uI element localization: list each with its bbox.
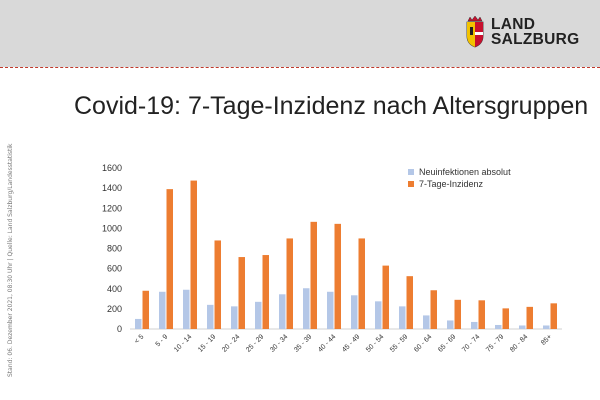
x-tick-label: 25 - 29 bbox=[245, 333, 265, 353]
logo-text: LAND SALZBURG bbox=[491, 16, 580, 48]
x-tick-label: 15 - 19 bbox=[197, 333, 217, 353]
bar-inzidenz bbox=[382, 265, 389, 329]
x-tick-label: 5 - 9 bbox=[155, 333, 170, 348]
bar-absolut bbox=[159, 291, 166, 329]
legend-swatch-absolut bbox=[408, 169, 414, 175]
x-tick-label: 60 - 64 bbox=[413, 333, 433, 353]
legend-label-absolut: Neuinfektionen absolut bbox=[419, 167, 511, 177]
bar-absolut bbox=[231, 306, 238, 329]
land-salzburg-logo[interactable]: LAND SALZBURG bbox=[464, 15, 580, 49]
bar-absolut bbox=[327, 291, 334, 329]
bar-absolut bbox=[447, 320, 454, 329]
bar-absolut bbox=[207, 304, 214, 329]
bar-absolut bbox=[399, 306, 406, 329]
bar-inzidenz bbox=[334, 223, 341, 329]
x-tick-label: < 5 bbox=[133, 333, 145, 345]
logo-line-2: SALZBURG bbox=[491, 31, 580, 48]
bar-inzidenz bbox=[454, 299, 461, 329]
x-tick-label: 10 - 14 bbox=[173, 333, 193, 353]
bar-inzidenz bbox=[406, 276, 413, 329]
bar-inzidenz bbox=[142, 290, 149, 329]
bar-absolut bbox=[183, 289, 190, 329]
y-tick-label: 0 bbox=[117, 324, 122, 334]
bar-absolut bbox=[495, 324, 502, 329]
bar-absolut bbox=[543, 325, 550, 329]
bar-absolut bbox=[375, 301, 382, 329]
bar-inzidenz bbox=[430, 290, 437, 329]
y-tick-label: 1200 bbox=[102, 203, 122, 213]
bar-inzidenz bbox=[190, 180, 197, 329]
y-tick-label: 200 bbox=[107, 304, 122, 314]
bar-inzidenz bbox=[358, 238, 365, 329]
chart-legend: Neuinfektionen absolut 7-Tage-Inzidenz bbox=[408, 166, 511, 190]
x-tick-label: 45 - 49 bbox=[341, 333, 361, 353]
header-divider bbox=[0, 67, 600, 68]
bar-absolut bbox=[423, 315, 430, 329]
bar-absolut bbox=[303, 288, 310, 329]
bar-inzidenz bbox=[166, 189, 173, 329]
x-tick-label: 80 - 84 bbox=[509, 333, 529, 353]
bar-absolut bbox=[471, 321, 478, 329]
page-title: Covid-19: 7-Tage-Inzidenz nach Altersgru… bbox=[74, 92, 589, 120]
y-tick-label: 1600 bbox=[102, 163, 122, 173]
x-tick-label: 70 - 74 bbox=[461, 333, 481, 353]
salzburg-crest-icon bbox=[466, 16, 484, 48]
bar-inzidenz bbox=[502, 308, 509, 329]
bar-inzidenz bbox=[262, 255, 269, 329]
y-tick-label: 800 bbox=[107, 244, 122, 254]
x-tick-label: 30 - 34 bbox=[269, 333, 289, 353]
bar-inzidenz bbox=[214, 240, 221, 329]
x-tick-label: 35 - 39 bbox=[293, 333, 313, 353]
bar-inzidenz bbox=[526, 306, 533, 329]
bar-absolut bbox=[519, 325, 526, 329]
header-band bbox=[0, 0, 600, 67]
x-tick-label: 65 - 69 bbox=[437, 333, 457, 353]
legend-label-inzidenz: 7-Tage-Inzidenz bbox=[419, 179, 484, 189]
legend-item-absolut: Neuinfektionen absolut bbox=[408, 166, 511, 178]
bar-inzidenz bbox=[238, 257, 245, 329]
x-tick-label: 20 - 24 bbox=[221, 333, 241, 353]
y-tick-label: 400 bbox=[107, 284, 122, 294]
y-tick-label: 1000 bbox=[102, 223, 122, 233]
legend-item-inzidenz: 7-Tage-Inzidenz bbox=[408, 178, 511, 190]
x-tick-label: 85+ bbox=[540, 333, 553, 346]
y-tick-label: 1400 bbox=[102, 183, 122, 193]
bar-absolut bbox=[351, 295, 358, 329]
logo-line-1: LAND bbox=[491, 16, 536, 33]
x-tick-label: 55 - 59 bbox=[389, 333, 409, 353]
x-tick-label: 40 - 44 bbox=[317, 333, 337, 353]
bar-inzidenz bbox=[478, 300, 485, 329]
x-tick-label: 75 - 79 bbox=[485, 333, 505, 353]
bar-absolut bbox=[255, 301, 262, 329]
legend-swatch-inzidenz bbox=[408, 181, 414, 187]
bar-inzidenz bbox=[286, 238, 293, 329]
y-tick-label: 600 bbox=[107, 264, 122, 274]
bar-absolut bbox=[135, 318, 142, 329]
bar-inzidenz bbox=[310, 221, 317, 329]
x-tick-label: 50 - 54 bbox=[365, 333, 385, 353]
bar-absolut bbox=[279, 294, 286, 329]
bar-inzidenz bbox=[550, 303, 557, 329]
